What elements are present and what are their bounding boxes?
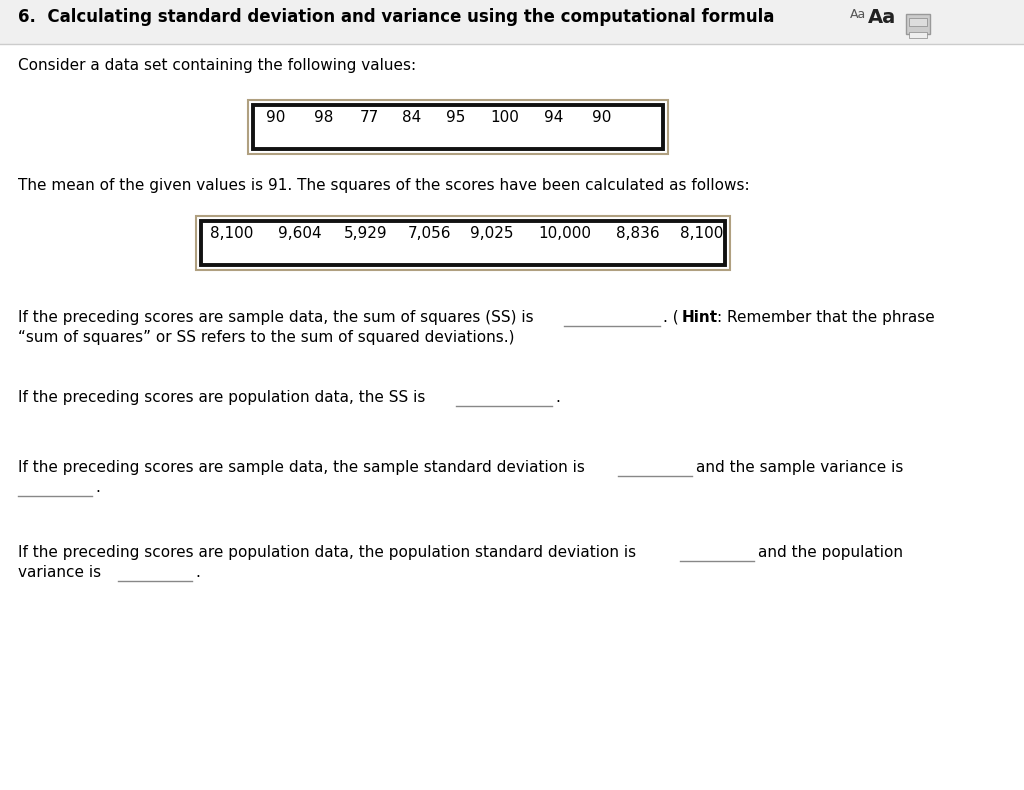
Text: 90: 90 — [266, 110, 286, 125]
Text: “sum of squares” or SS refers to the sum of squared deviations.): “sum of squares” or SS refers to the sum… — [18, 330, 514, 345]
Text: The mean of the given values is 91. The squares of the scores have been calculat: The mean of the given values is 91. The … — [18, 178, 750, 193]
Text: If the preceding scores are sample data, the sum of squares (SS) is: If the preceding scores are sample data,… — [18, 310, 534, 325]
Text: and the population: and the population — [758, 545, 903, 560]
FancyBboxPatch shape — [253, 105, 663, 149]
FancyBboxPatch shape — [906, 14, 930, 34]
Text: If the preceding scores are population data, the population standard deviation i: If the preceding scores are population d… — [18, 545, 636, 560]
Text: . (: . ( — [663, 310, 679, 325]
Text: If the preceding scores are population data, the SS is: If the preceding scores are population d… — [18, 390, 425, 405]
Text: 8,100: 8,100 — [680, 226, 723, 241]
Text: If the preceding scores are sample data, the sample standard deviation is: If the preceding scores are sample data,… — [18, 460, 585, 475]
Text: 6.  Calculating standard deviation and variance using the computational formula: 6. Calculating standard deviation and va… — [18, 8, 774, 26]
Text: 8,100: 8,100 — [210, 226, 253, 241]
Text: Consider a data set containing the following values:: Consider a data set containing the follo… — [18, 58, 416, 73]
Text: .: . — [555, 390, 560, 405]
FancyBboxPatch shape — [0, 0, 1024, 44]
FancyBboxPatch shape — [201, 221, 725, 265]
Text: 94: 94 — [544, 110, 563, 125]
Text: variance is: variance is — [18, 565, 101, 580]
Text: Aa: Aa — [868, 8, 896, 27]
Text: 100: 100 — [490, 110, 519, 125]
Text: 84: 84 — [402, 110, 421, 125]
Text: 9,025: 9,025 — [470, 226, 513, 241]
FancyBboxPatch shape — [909, 32, 927, 38]
Text: 98: 98 — [314, 110, 334, 125]
Text: 10,000: 10,000 — [538, 226, 591, 241]
Text: 9,604: 9,604 — [278, 226, 322, 241]
Text: Aa: Aa — [850, 8, 866, 21]
FancyBboxPatch shape — [248, 100, 668, 154]
Text: : Remember that the phrase: : Remember that the phrase — [717, 310, 935, 325]
FancyBboxPatch shape — [909, 18, 927, 26]
Text: 95: 95 — [446, 110, 465, 125]
Text: 8,836: 8,836 — [616, 226, 659, 241]
Text: Hint: Hint — [682, 310, 718, 325]
Text: and the sample variance is: and the sample variance is — [696, 460, 903, 475]
FancyBboxPatch shape — [196, 216, 730, 270]
Text: 77: 77 — [360, 110, 379, 125]
Text: 7,056: 7,056 — [408, 226, 452, 241]
Text: 90: 90 — [592, 110, 611, 125]
Text: .: . — [95, 480, 100, 495]
Text: 5,929: 5,929 — [344, 226, 388, 241]
Text: .: . — [195, 565, 200, 580]
